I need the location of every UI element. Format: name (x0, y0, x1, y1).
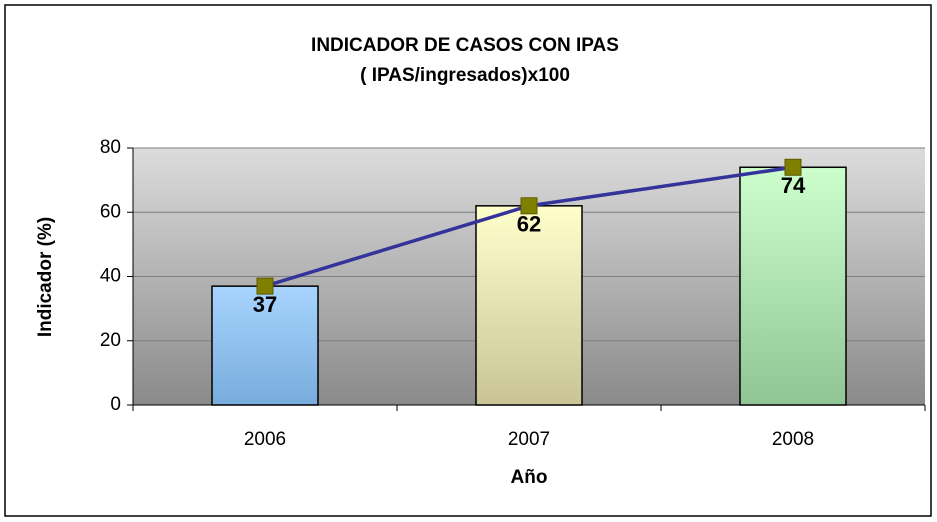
x-tick-label: 2006 (244, 429, 286, 450)
marker (256, 277, 274, 295)
data-label: 74 (781, 173, 806, 198)
chart-subtitle: ( IPAS/ingresados)x100 (360, 65, 570, 86)
x-tick-label: 2008 (772, 429, 814, 450)
y-tick-label: 40 (100, 266, 121, 287)
chart-title: INDICADOR DE CASOS CON IPAS (311, 35, 619, 56)
bar (475, 205, 583, 406)
data-label: 37 (253, 292, 277, 317)
marker (520, 197, 538, 215)
bar (211, 285, 319, 406)
x-axis-label: Año (511, 467, 548, 488)
marker (784, 158, 802, 176)
y-axis-label: Indicador (%) (35, 217, 56, 337)
y-tick-label: 60 (100, 201, 121, 222)
x-tick-label: 2007 (508, 429, 550, 450)
bar (739, 166, 847, 406)
y-tick-label: 0 (110, 394, 121, 415)
y-tick-label: 20 (100, 330, 121, 351)
data-label: 62 (517, 212, 541, 237)
y-tick-label: 80 (100, 137, 121, 158)
